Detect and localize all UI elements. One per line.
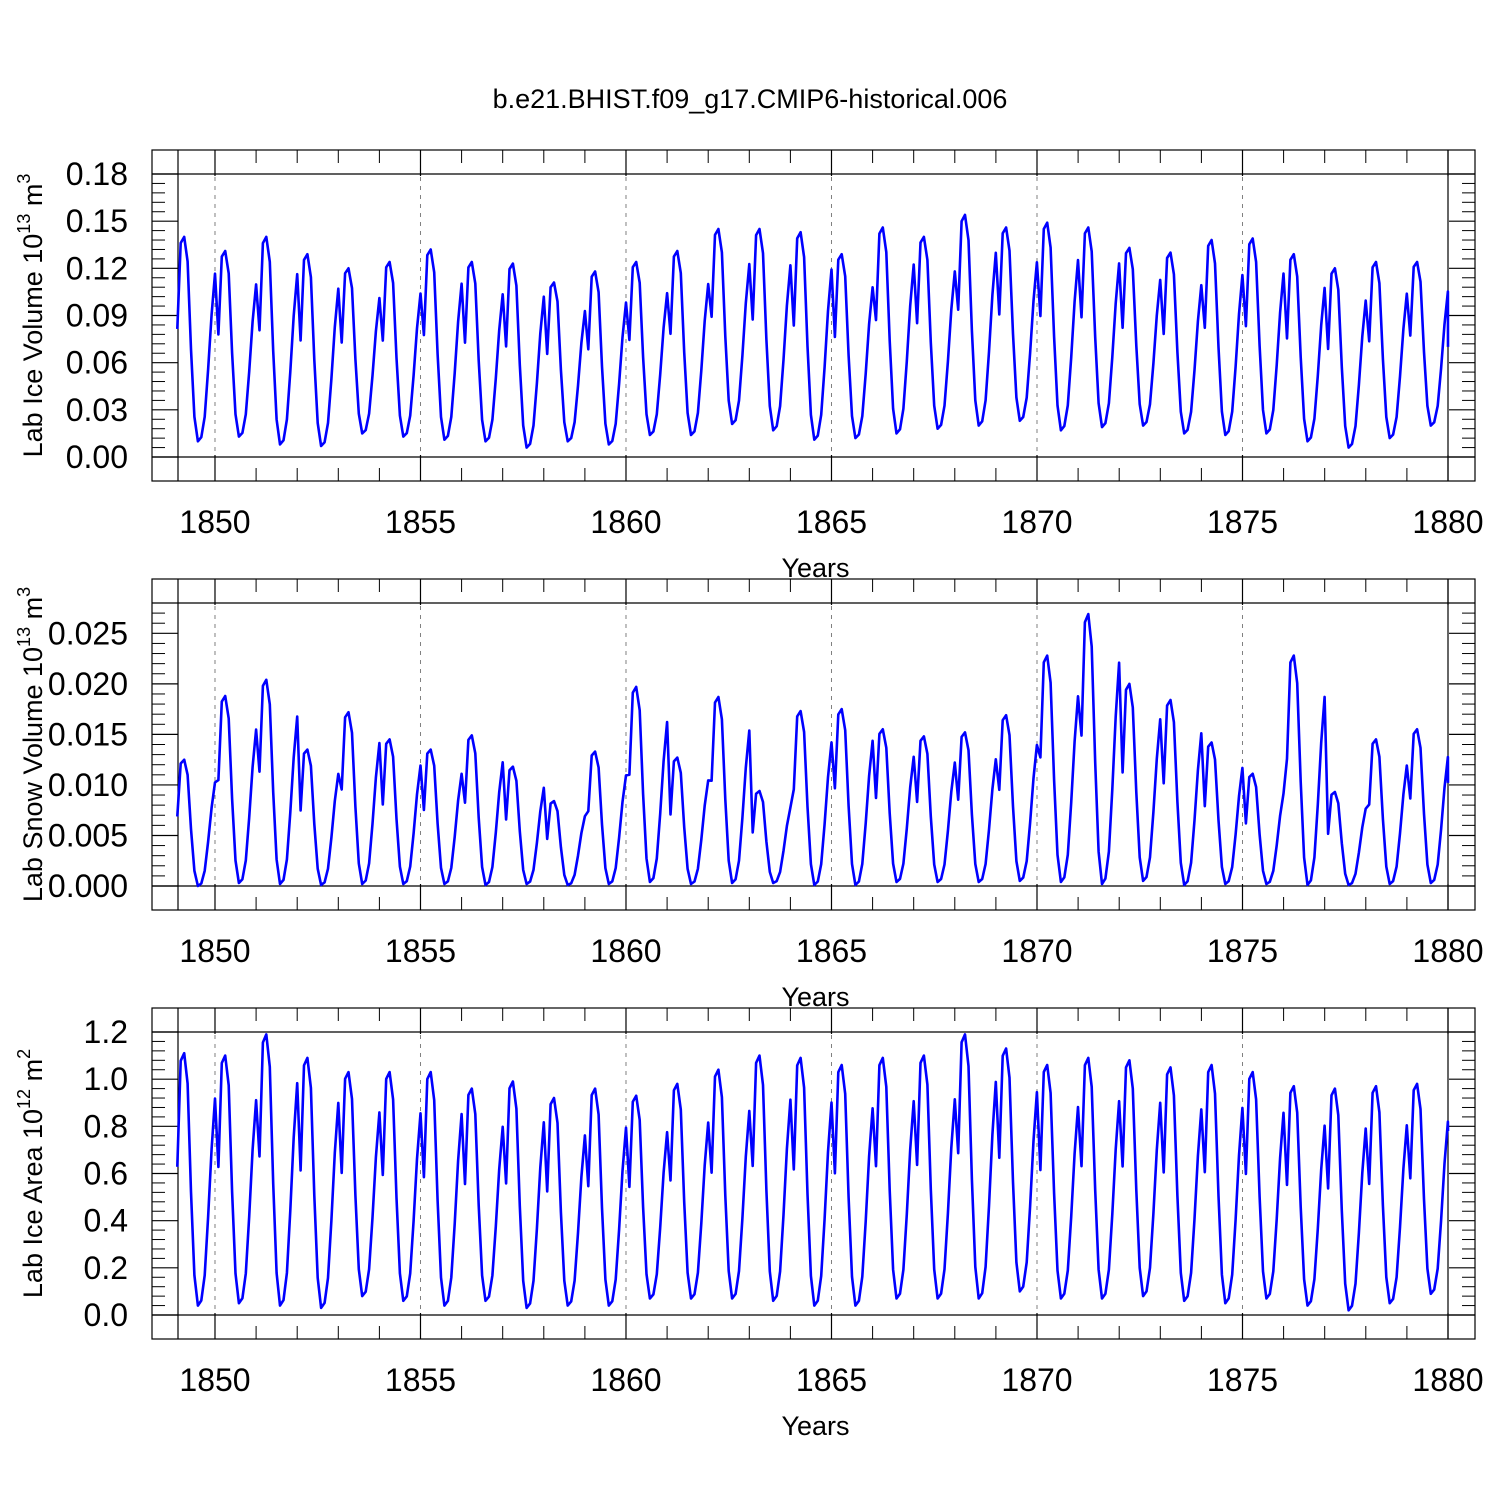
x-axis-label: Years [781, 1411, 849, 1441]
y-tick-label: 0.09 [66, 298, 128, 334]
y-tick-label: 1.0 [84, 1061, 128, 1097]
y-tick-label: 0.15 [66, 203, 128, 239]
y-tick-label: 0.2 [84, 1250, 128, 1286]
x-tick-label: 1860 [590, 1362, 661, 1398]
y-tick-label: 0.020 [48, 666, 128, 702]
x-tick-label: 1865 [796, 1362, 867, 1398]
x-tick-label: 1855 [385, 933, 456, 969]
y-axis-label: Lab Snow Volume 1013 m3 [14, 587, 48, 902]
x-tick-label: 1870 [1001, 504, 1072, 540]
y-tick-label: 1.2 [84, 1014, 128, 1050]
x-tick-label: 1875 [1207, 933, 1278, 969]
snow-volume-panel: 1850 1855 1860 1865 1870 1875 1880 0.000 0.005 0.… [14, 578, 1484, 1012]
y-tick-label: 0.6 [84, 1156, 128, 1192]
x-tick-label: 1850 [179, 1362, 250, 1398]
plot-frame [151, 578, 1476, 911]
x-tick-label: 1855 [385, 504, 456, 540]
x-tick-label: 1880 [1412, 504, 1483, 540]
y-tick-label: 0.000 [48, 868, 128, 904]
y-tick-label: 0.4 [84, 1203, 128, 1239]
y-tick-label: 0.025 [48, 615, 128, 651]
x-tick-label: 1865 [796, 933, 867, 969]
x-axis-label: Years [781, 982, 849, 1012]
y-tick-label: 0.010 [48, 767, 128, 803]
y-tick-label: 0.8 [84, 1108, 128, 1144]
y-tick-label: 0.00 [66, 439, 128, 475]
series-line-snow-volume [176, 612, 1450, 888]
x-tick-label: 1850 [179, 504, 250, 540]
x-axis-label: Years [781, 553, 849, 583]
y-tick-label: 0.03 [66, 392, 128, 428]
x-tick-label: 1855 [385, 1362, 456, 1398]
x-tick-label: 1880 [1412, 1362, 1483, 1398]
x-tick-label: 1880 [1412, 933, 1483, 969]
y-tick-label: 0.015 [48, 716, 128, 752]
x-tick-label: 1875 [1207, 504, 1278, 540]
x-tick-label: 1860 [590, 933, 661, 969]
y-tick-label: 0.18 [66, 156, 128, 192]
x-tick-label: 1865 [796, 504, 867, 540]
ice-area-panel: 1850 1855 1860 1865 1870 1875 1880 0.0 0.2 0.4 0.6… [14, 1007, 1484, 1441]
y-tick-label: 0.005 [48, 817, 128, 853]
y-axis-label: Lab Ice Volume 1013 m3 [14, 174, 48, 458]
series-line-ice-volume [176, 213, 1450, 449]
x-tick-label: 1850 [179, 933, 250, 969]
x-tick-label: 1875 [1207, 1362, 1278, 1398]
x-tick-label: 1860 [590, 504, 661, 540]
x-tick-label: 1870 [1001, 933, 1072, 969]
y-tick-label: 0.12 [66, 250, 128, 286]
ice-volume-panel: 1850 1855 1860 1865 1870 1875 1880 0.00 0.03 0.06… [14, 149, 1484, 583]
figure-title: b.e21.BHIST.f09_g17.CMIP6-historical.006 [492, 84, 1008, 114]
series-line-ice-area [176, 1033, 1450, 1312]
y-axis-label: Lab Ice Area 1012 m2 [14, 1049, 48, 1298]
y-tick-label: 0.06 [66, 345, 128, 381]
x-tick-label: 1870 [1001, 1362, 1072, 1398]
y-tick-label: 0.0 [84, 1297, 128, 1333]
